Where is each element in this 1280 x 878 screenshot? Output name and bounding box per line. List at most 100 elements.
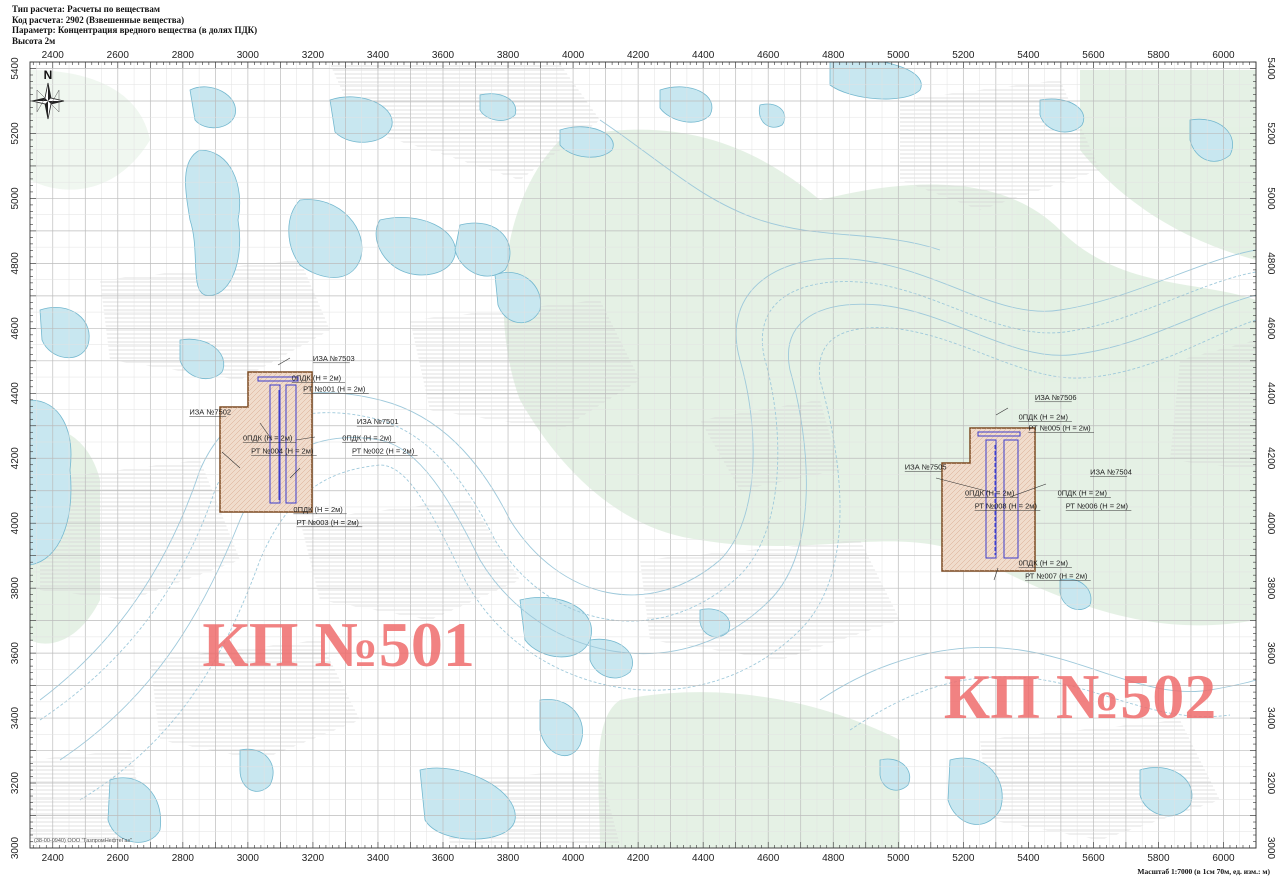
map-annotation: 0ПДК (Н = 2м) [1058,489,1108,498]
parameter-line: Параметр: Концентрация вредного вещества… [12,25,258,35]
scale-note: Масштаб 1:7000 (в 1см 70м, ед. изм.: м) [1137,867,1270,876]
y-tick-label-left: 3400 [10,707,21,730]
coordinate-grid [30,62,1256,848]
emission-sources-501 [257,376,299,504]
y-tick-label-right: 5000 [1265,187,1276,210]
x-tick-label-top: 4800 [822,50,845,61]
x-tick-label-bottom: 3600 [432,853,455,864]
x-tick-label-bottom: 3200 [302,853,325,864]
map-annotation: РТ №006 (Н = 2м) [1066,502,1129,511]
y-tick-label-left: 4600 [10,317,21,340]
map-annotation: РТ №002 (Н = 2м) [352,446,415,455]
x-tick-label-bottom: 5000 [887,853,910,864]
site-watermarks: КП №501 КП №502 [202,609,1216,732]
y-tick-label-left: 5200 [10,122,21,145]
annotation-labels: ИЗА №7503 0ПДК (Н = 2м) РТ №001 (Н = 2м) ИЗ… [189,354,1132,581]
x-tick-label-top: 4400 [692,50,715,61]
x-tick-label-top: 2400 [42,50,65,61]
map-annotation: 0ПДК (Н = 2м) [965,489,1015,498]
y-tick-label-right: 3200 [1265,772,1276,795]
map-annotation: ИЗА №7503 [313,354,355,363]
map-area[interactable]: ИЗА №7503 0ПДК (Н = 2м) РТ №001 (Н = 2м) ИЗ… [30,59,1256,848]
calculation-header: Тип расчета: Расчеты по веществам Код ра… [12,4,257,46]
x-tick-label-top: 5000 [887,50,910,61]
map-annotation: 0ПДК (Н = 2м) [293,505,343,514]
x-tick-label-top: 5600 [1082,50,1105,61]
map-annotation: РТ №001 (Н = 2м) [303,385,366,394]
map-annotation: 0ПДК (Н = 2м) [1019,558,1069,567]
x-tick-label-bottom: 6000 [1212,853,1235,864]
site-name-label: КП №502 [944,661,1217,732]
x-tick-label-top: 4000 [562,50,585,61]
x-tick-label-bottom: 5600 [1082,853,1105,864]
map-annotation: ИЗА №7502 [189,407,231,416]
x-tick-label-top: 6000 [1212,50,1235,61]
x-tick-label-top: 5800 [1147,50,1170,61]
y-tick-label-left: 3200 [10,771,21,794]
height-line: Высота 2м [12,35,56,46]
calc-code-line: Код расчета: 2902 (Взвешенные вещества) [12,14,185,25]
x-tick-label-top: 3200 [302,50,325,61]
y-tick-label-left: 5400 [10,57,21,80]
map-annotation: РТ №008 (Н = 2м) [975,502,1038,511]
x-tick-label-bottom: 2600 [107,853,130,864]
x-tick-label-top: 3800 [497,50,520,61]
y-tick-label-left: 4200 [10,447,21,470]
x-tick-label-bottom: 2400 [42,853,65,864]
x-tick-label-bottom: 3400 [367,853,390,864]
map-annotation: 0ПДК (Н = 2м) [1019,412,1069,421]
calc-type-line: Тип расчета: Расчеты по веществам [12,4,161,14]
x-tick-label-bottom: 5800 [1147,853,1170,864]
y-tick-label-left: 4800 [10,252,21,275]
y-tick-label-right: 3600 [1265,642,1276,665]
map-annotation: ИЗА №7501 [357,417,399,426]
y-tick-label-right: 3000 [1265,837,1276,860]
map-annotation: РТ №003 (Н = 2м) [297,518,360,527]
axis-ticks [30,61,1257,849]
x-tick-label-bottom: 3000 [237,853,260,864]
x-tick-label-bottom: 5400 [1017,853,1040,864]
y-tick-label-left: 5000 [10,187,21,210]
x-tick-label-top: 4200 [627,50,650,61]
y-tick-label-right: 4600 [1265,317,1276,340]
copyright-note: (38-00-0940) ООО "ГазпромНефтеГаз" [34,838,132,844]
axis-labels: 2400 2400 2600 2600 2800 2800 3000 3000 3200 3200… [10,50,1276,864]
y-tick-label-left: 3600 [10,642,21,665]
map-annotation: РТ №005 (Н = 2м) [1028,424,1091,433]
north-arrow-icon: N [31,68,65,120]
leader-lines [221,357,1047,581]
emission-sources-502 [977,431,1021,559]
y-tick-label-right: 5400 [1265,57,1276,80]
y-tick-label-right: 3800 [1265,577,1276,600]
y-tick-label-left: 4000 [10,512,21,535]
site-name-label: КП №501 [202,609,475,680]
y-tick-label-left: 3800 [10,577,21,600]
y-tick-label-right: 4200 [1265,447,1276,470]
y-tick-label-right: 4000 [1265,512,1276,535]
y-tick-label-right: 3400 [1265,707,1276,730]
map-annotation: 0ПДК (Н = 2м) [342,433,392,442]
y-tick-label-left: 4400 [10,382,21,405]
map-frame [29,61,1257,849]
x-tick-label-bottom: 4200 [627,853,650,864]
map-annotation: 0ПДК (Н = 2м) [243,433,293,442]
y-tick-label-right: 4800 [1265,252,1276,275]
x-tick-label-bottom: 3800 [497,853,520,864]
y-tick-label-right: 4400 [1265,382,1276,405]
x-tick-label-top: 4600 [757,50,780,61]
map-annotation: ИЗА №7506 [1035,393,1077,402]
x-tick-label-top: 3600 [432,50,455,61]
y-tick-label-right: 5200 [1265,122,1276,145]
site-kp502[interactable] [941,427,1036,572]
map-annotation: РТ №004 (Н = 2м) [251,446,314,455]
map-annotation: 0ПДК (Н = 2м) [292,373,342,382]
x-tick-label-top: 5400 [1017,50,1040,61]
x-tick-label-top: 2800 [172,50,195,61]
site-kp501[interactable] [219,371,313,513]
x-tick-label-bottom: 4800 [822,853,845,864]
map-annotation: РТ №007 (Н = 2м) [1025,571,1088,580]
map-annotation: ИЗА №7504 [1090,467,1132,476]
x-tick-label-bottom: 4000 [562,853,585,864]
x-tick-label-bottom: 4400 [692,853,715,864]
